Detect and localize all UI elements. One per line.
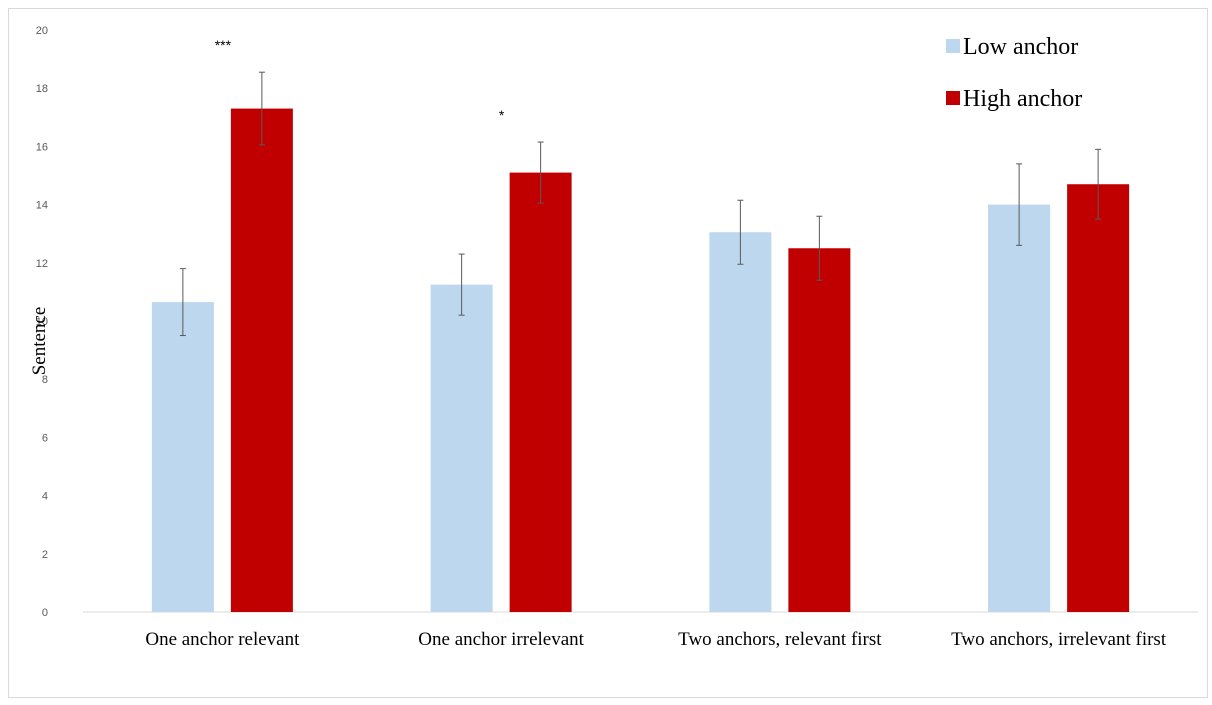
bar-low-anchor <box>709 232 772 612</box>
category-label: One anchor relevant <box>145 629 300 650</box>
significance-annotation: *** <box>215 37 232 53</box>
y-tick-label: 0 <box>42 607 48 619</box>
category-label: Two anchors, relevant first <box>678 629 882 650</box>
legend-swatch <box>946 91 960 105</box>
bar-high-anchor <box>788 248 851 612</box>
y-tick-label: 18 <box>36 83 48 95</box>
y-axis-label: Sentence <box>29 307 50 376</box>
significance-annotation: * <box>499 107 505 123</box>
category-label: Two anchors, irrelevant first <box>951 629 1167 650</box>
bar-high-anchor <box>230 108 293 612</box>
category-label: One anchor irrelevant <box>418 629 584 650</box>
bar-low-anchor <box>151 302 214 612</box>
y-tick-label: 10 <box>36 316 48 328</box>
y-tick-label: 16 <box>36 141 48 153</box>
y-tick-label: 14 <box>36 200 48 212</box>
legend-label: Low anchor <box>963 34 1078 60</box>
bar-high-anchor <box>1067 184 1130 613</box>
y-tick-label: 12 <box>36 258 48 270</box>
legend-swatch <box>946 39 960 53</box>
y-tick-label: 8 <box>42 374 48 386</box>
bar-high-anchor <box>509 172 572 612</box>
y-tick-label: 20 <box>36 25 48 37</box>
bar-low-anchor <box>430 284 493 612</box>
y-tick-label: 6 <box>42 432 48 444</box>
bar-low-anchor <box>988 204 1051 612</box>
y-tick-label: 4 <box>42 491 48 503</box>
legend-label: High anchor <box>963 86 1082 112</box>
y-tick-label: 2 <box>42 549 48 561</box>
